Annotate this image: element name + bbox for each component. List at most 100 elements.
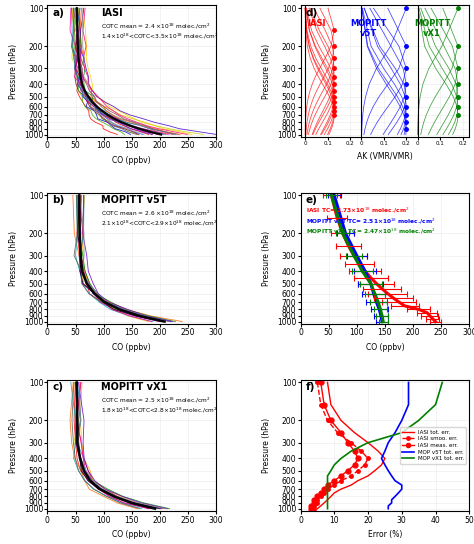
Text: b): b) <box>53 195 65 205</box>
IASI smoo. err. <box>315 497 320 503</box>
Text: COTC mean = 2.5 ×10$^{18}$ molec./cm$^2$: COTC mean = 2.5 ×10$^{18}$ molec./cm$^2$ <box>101 395 211 405</box>
IASI meas. err. <box>338 473 344 479</box>
IASI smoo. err. <box>315 499 320 506</box>
Text: MOPITT v5T TC= 2.51×10$^{18}$ molec./cm$^2$: MOPITT v5T TC= 2.51×10$^{18}$ molec./cm$… <box>306 217 435 226</box>
IASI meas. err. <box>308 505 313 512</box>
Legend: IASI tot. err., IASI smoo. err., IASI meas. err., MOP v5T tot. err., MOP vX1 tot: IASI tot. err., IASI smoo. err., IASI me… <box>400 428 466 463</box>
Text: COTC mean = 2.4 ×10$^{18}$ molec./cm$^2$: COTC mean = 2.4 ×10$^{18}$ molec./cm$^2$ <box>101 21 211 30</box>
Text: MOPITT v5T: MOPITT v5T <box>101 195 167 205</box>
MOP vX1 tot. err. <box>325 497 330 503</box>
IASI tot. err. <box>355 478 361 484</box>
Text: f): f) <box>306 382 315 392</box>
MOP vX1 tot. err. <box>325 486 330 492</box>
IASI smoo. err. <box>358 448 364 454</box>
IASI smoo. err. <box>335 429 340 436</box>
Text: MOPITT vX1: MOPITT vX1 <box>101 382 168 392</box>
IASI meas. err. <box>352 462 357 468</box>
IASI meas. err. <box>331 478 337 484</box>
IASI smoo. err. <box>318 493 324 500</box>
MOP vX1 tot. err. <box>399 429 405 436</box>
IASI meas. err. <box>318 379 324 386</box>
IASI tot. err. <box>365 473 371 479</box>
IASI tot. err. <box>331 490 337 496</box>
MOP v5T tot. err. <box>395 490 401 496</box>
IASI tot. err. <box>348 482 354 489</box>
IASI tot. err. <box>382 455 388 462</box>
Text: 1.4×10$^{18}$<COTC<3.5×10$^{18}$ molec./cm$^2$: 1.4×10$^{18}$<COTC<3.5×10$^{18}$ molec./… <box>101 32 219 41</box>
X-axis label: CO (ppbv): CO (ppbv) <box>365 343 404 352</box>
IASI smoo. err. <box>321 490 327 496</box>
IASI tot. err. <box>338 417 344 424</box>
MOP vX1 tot. err. <box>325 478 330 484</box>
IASI meas. err. <box>311 497 317 503</box>
MOP vX1 tot. err. <box>325 505 330 512</box>
Y-axis label: Pressure (hPa): Pressure (hPa) <box>263 231 272 286</box>
IASI smoo. err. <box>331 482 337 489</box>
MOP v5T tot. err. <box>382 448 388 454</box>
IASI meas. err. <box>321 401 327 408</box>
IASI smoo. err. <box>325 486 330 492</box>
IASI smoo. err. <box>318 401 324 408</box>
IASI smoo. err. <box>348 473 354 479</box>
MOP vX1 tot. err. <box>325 482 330 489</box>
MOP v5T tot. err. <box>406 379 411 386</box>
Y-axis label: Pressure (hPa): Pressure (hPa) <box>9 231 18 286</box>
MOP v5T tot. err. <box>385 467 391 474</box>
IASI smoo. err. <box>311 503 317 509</box>
MOP vX1 tot. err. <box>331 462 337 468</box>
IASI smoo. err. <box>311 505 317 512</box>
MOP vX1 tot. err. <box>328 467 334 474</box>
IASI meas. err. <box>338 429 344 436</box>
MOP vX1 tot. err. <box>325 473 330 479</box>
IASI tot. err. <box>325 379 330 386</box>
IASI meas. err. <box>315 493 320 500</box>
Y-axis label: Pressure (hPa): Pressure (hPa) <box>263 418 272 473</box>
Y-axis label: Pressure (hPa): Pressure (hPa) <box>9 418 18 473</box>
MOP v5T tot. err. <box>406 401 411 408</box>
IASI meas. err. <box>352 448 357 454</box>
MOP vX1 tot. err. <box>325 493 330 500</box>
IASI meas. err. <box>345 440 351 446</box>
MOP vX1 tot. err. <box>416 417 421 424</box>
Line: MOP v5T tot. err.: MOP v5T tot. err. <box>382 382 409 509</box>
Text: COTC mean = 2.6 ×10$^{18}$ molec./cm$^2$: COTC mean = 2.6 ×10$^{18}$ molec./cm$^2$ <box>101 208 211 218</box>
IASI meas. err. <box>321 486 327 492</box>
X-axis label: CO (ppbv): CO (ppbv) <box>112 343 151 352</box>
MOP v5T tot. err. <box>389 473 394 479</box>
IASI smoo. err. <box>348 440 354 446</box>
IASI meas. err. <box>328 417 334 424</box>
MOP v5T tot. err. <box>385 505 391 512</box>
Text: MOPITT
v5T: MOPITT v5T <box>350 18 386 38</box>
MOP vX1 tot. err. <box>325 503 330 509</box>
MOP vX1 tot. err. <box>439 379 445 386</box>
Y-axis label: Pressure (hPa): Pressure (hPa) <box>263 44 272 99</box>
MOP v5T tot. err. <box>399 482 405 489</box>
IASI tot. err. <box>365 440 371 446</box>
MOP v5T tot. err. <box>385 503 391 509</box>
Text: c): c) <box>53 382 64 392</box>
Y-axis label: Pressure (hPa): Pressure (hPa) <box>9 44 18 99</box>
IASI smoo. err. <box>325 417 330 424</box>
MOP v5T tot. err. <box>392 429 398 436</box>
Line: IASI smoo. err.: IASI smoo. err. <box>312 381 370 510</box>
Line: MOP vX1 tot. err.: MOP vX1 tot. err. <box>328 382 442 509</box>
Text: IASI TC= 2.73×10$^{18}$ molec./cm$^2$: IASI TC= 2.73×10$^{18}$ molec./cm$^2$ <box>306 206 409 215</box>
IASI smoo. err. <box>365 455 371 462</box>
MOP v5T tot. err. <box>389 497 394 503</box>
Text: 2.1×10$^{18}$<COTC<2.9×10$^{18}$ molec./cm$^2$: 2.1×10$^{18}$<COTC<2.9×10$^{18}$ molec./… <box>101 219 219 228</box>
MOP vX1 tot. err. <box>325 499 330 506</box>
IASI tot. err. <box>328 493 334 500</box>
IASI tot. err. <box>375 448 381 454</box>
MOP v5T tot. err. <box>385 440 391 446</box>
MOP vX1 tot. err. <box>338 455 344 462</box>
Text: d): d) <box>306 8 318 18</box>
IASI meas. err. <box>318 490 324 496</box>
IASI meas. err. <box>355 455 361 462</box>
X-axis label: CO (ppbv): CO (ppbv) <box>112 156 151 165</box>
IASI tot. err. <box>372 467 378 474</box>
IASI tot. err. <box>321 499 327 506</box>
MOP v5T tot. err. <box>392 493 398 500</box>
IASI smoo. err. <box>362 462 367 468</box>
MOP v5T tot. err. <box>379 455 384 462</box>
IASI smoo. err. <box>315 379 320 386</box>
